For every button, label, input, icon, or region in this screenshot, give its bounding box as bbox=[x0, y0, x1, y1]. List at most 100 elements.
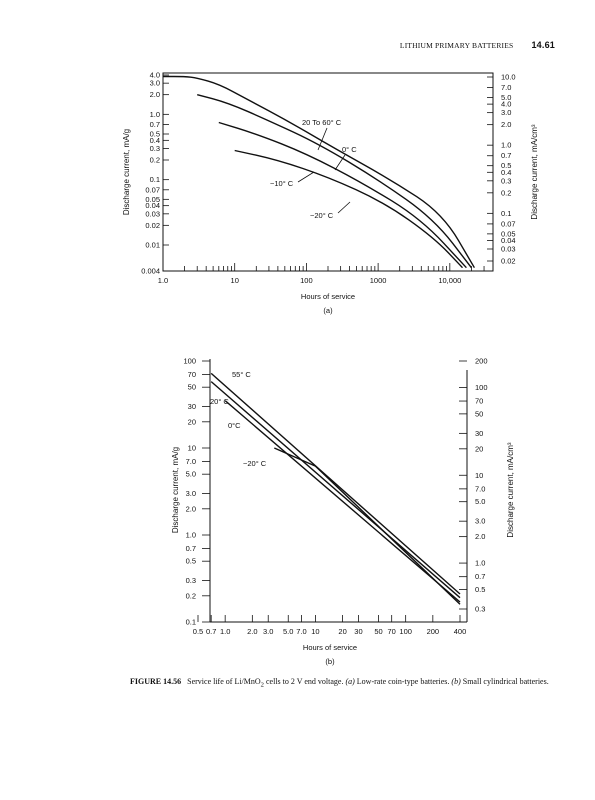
chart-b-xlabel: Hours of service bbox=[303, 643, 357, 652]
chart-a-arrow-m10 bbox=[297, 171, 315, 183]
chart-a: 4.03.02.01.00.70.50.40.30.20.10.070.050.… bbox=[122, 71, 539, 316]
chart-b-ylabel: Discharge current, mA/g bbox=[171, 447, 180, 533]
chart-a-ytick-label: 0.01 bbox=[145, 241, 160, 250]
chart-b-ytick-label: 100 bbox=[183, 357, 196, 366]
chart-b-xtick-label: 7.0 bbox=[296, 627, 306, 636]
chart-a-ytick-right-label: 7.0 bbox=[501, 83, 511, 92]
chart-a-ytick-right-label: 3.0 bbox=[501, 108, 511, 117]
chart-b-xtick-label: 3.0 bbox=[263, 627, 273, 636]
chart-a-ytick-right-label: 0.04 bbox=[501, 236, 516, 245]
chart-b-xtick-label: 30 bbox=[354, 627, 362, 636]
chart-b-ytick-label: 0.2 bbox=[186, 591, 196, 600]
chart-a-ytick-label: 0.4 bbox=[150, 136, 160, 145]
chart-b-right-axis: 200 100 70 50 30 20 10 7.0 5.0 3.0 2.0 1.0 0.7 0.5 0.3 bbox=[459, 357, 488, 614]
chart-a-ytick-label: 0.7 bbox=[150, 120, 160, 129]
chart-a-xlabel: Hours of service bbox=[301, 292, 355, 301]
chart-a-ytick-right-label: 0.5 bbox=[501, 161, 511, 170]
chart-b-xtick-label: 1.0 bbox=[220, 627, 230, 636]
chart-b-ytick-right-label: 50 bbox=[475, 409, 483, 418]
chart-b-series-line-0 bbox=[210, 372, 461, 595]
chart-b-label-20: 20° C bbox=[210, 397, 229, 406]
chart-a-ytick-label: 0.2 bbox=[150, 156, 160, 165]
chart-b-ytick-label: 20 bbox=[188, 417, 196, 426]
chart-b-series-line-2 bbox=[224, 400, 461, 603]
chart-b-ytick-right-label: 0.5 bbox=[475, 585, 485, 594]
chart-a-ytick-label: 0.03 bbox=[145, 209, 160, 218]
chart-a-ytick-right-label: 0.3 bbox=[501, 176, 511, 185]
chart-b-xtick-label: 2.0 bbox=[247, 627, 257, 636]
chart-b-left-axis: 100 70 50 30 20 10 7.0 5.0 3.0 2.0 1.0 0.7 0.5 0.3 0.2… bbox=[183, 357, 210, 627]
chart-a-xtick-label: 10 bbox=[231, 276, 239, 285]
chart-b-ytick-label: 0.5 bbox=[186, 557, 196, 566]
chart-a-arrow-0 bbox=[334, 154, 346, 171]
chart-a-label-m20: −20° C bbox=[310, 211, 334, 220]
chart-b-xtick-label: 400 bbox=[454, 627, 467, 636]
chart-b-xtick-label: 0.7 bbox=[206, 627, 216, 636]
chart-a-arrow-20-60 bbox=[317, 127, 328, 151]
chart-b-xtick-label: 10 bbox=[311, 627, 319, 636]
chart-a-ytick-label: 0.004 bbox=[141, 267, 160, 276]
chart-a-ytick-right-label: 2.0 bbox=[501, 120, 511, 129]
chart-b-ytick-right-label: 3.0 bbox=[475, 517, 485, 526]
chart-a-ytick-label: 0.1 bbox=[150, 175, 160, 184]
running-title: LITHIUM PRIMARY BATTERIES bbox=[399, 41, 514, 50]
chart-a-ytick-right-label: 5.0 bbox=[501, 93, 511, 102]
chart-a-ytick-right-label: 0.03 bbox=[501, 244, 516, 253]
chart-a-panel-label: (a) bbox=[323, 306, 333, 315]
chart-a-xtick-label: 10,000 bbox=[438, 276, 461, 285]
chart-b-label-55: 55° C bbox=[232, 370, 251, 379]
caption-b-text: Small cylindrical batteries. bbox=[460, 677, 549, 686]
chart-a-ytick-right-label: 0.7 bbox=[501, 151, 511, 160]
chart-b-ytick-label: 50 bbox=[188, 383, 196, 392]
chart-b-ytick-right-label: 7.0 bbox=[475, 484, 485, 493]
chart-a-frame bbox=[162, 72, 494, 272]
chart-b-ytick-right-label: 0.3 bbox=[475, 605, 485, 614]
chart-b-ytick-label: 2.0 bbox=[186, 504, 196, 513]
chart-a-ytick-right-label: 0.05 bbox=[501, 229, 516, 238]
chart-a-x-axis: 1.0 10 100 1000 10,000 bbox=[158, 263, 494, 285]
chart-b-ytick-right-label: 2.0 bbox=[475, 532, 485, 541]
chart-a-ylabel: Discharge current, mA/g bbox=[122, 129, 131, 215]
chart-b-ytick-label: 70 bbox=[188, 370, 196, 379]
chart-b-x-axis: 0.5 0.7 1.0 2.0 3.0 5.0 7.0 10 20 30 50 70 100 200 400 bbox=[193, 615, 466, 636]
chart-a-ytick-right-label: 4.0 bbox=[501, 100, 511, 109]
chart-b-ytick-right-label: 70 bbox=[475, 397, 483, 406]
chart-b-ylabel-right: Discharge current, mA/cm³ bbox=[506, 442, 515, 537]
chart-a-ytick-label: 3.0 bbox=[150, 79, 160, 88]
chart-b-ytick-right-label: 100 bbox=[475, 383, 488, 392]
chart-b-ytick-label: 1.0 bbox=[186, 531, 196, 540]
chart-a-ytick-label: 0.07 bbox=[145, 185, 160, 194]
chart-b-ytick-right-label: 30 bbox=[475, 429, 483, 438]
chart-a-xtick-label: 1.0 bbox=[158, 276, 168, 285]
chart-b-xtick-label: 5.0 bbox=[283, 627, 293, 636]
chart-a-ytick-right-label: 10.0 bbox=[501, 73, 516, 82]
caption-a-label: (a) bbox=[345, 677, 355, 686]
chart-a-xtick-label: 100 bbox=[300, 276, 313, 285]
chart-b-ytick-label: 5.0 bbox=[186, 470, 196, 479]
chart-a-series-line-3 bbox=[234, 149, 464, 269]
chart-a-series-line-1 bbox=[197, 94, 472, 269]
chart-a-arrow-m20 bbox=[337, 201, 351, 214]
chart-a-ytick-right-label: 0.2 bbox=[501, 188, 511, 197]
caption-a-text: Low-rate coin-type batteries. bbox=[354, 677, 452, 686]
chart-a-ytick-label: 0.02 bbox=[145, 221, 160, 230]
chart-a-label-m10: −10° C bbox=[270, 179, 294, 188]
chart-b: 10070503020107.05.03.02.01.00.70.50.30.2… bbox=[171, 357, 515, 667]
chart-b-ytick-label: 3.0 bbox=[186, 489, 196, 498]
caption-subscript: 2 bbox=[260, 681, 264, 689]
chart-b-ytick-right-label: 5.0 bbox=[475, 497, 485, 506]
chart-a-ylabel-right: Discharge current, mA/cm³ bbox=[530, 124, 539, 219]
caption-text-middle: cells to 2 V end voltage. bbox=[264, 677, 346, 686]
chart-a-label-20-60: 20 To 60° C bbox=[302, 118, 342, 127]
page-number: 14.61 bbox=[531, 40, 555, 50]
chart-b-label-m20: −20° C bbox=[243, 459, 267, 468]
chart-b-series bbox=[210, 372, 461, 605]
chart-a-ytick-right-label: 0.1 bbox=[501, 209, 511, 218]
chart-a-series bbox=[163, 75, 476, 269]
caption-text-before: Service life of Li/MnO bbox=[187, 677, 261, 686]
chart-a-ytick-right-label: 0.02 bbox=[501, 257, 516, 266]
running-head: LITHIUM PRIMARY BATTERIES 14.61 bbox=[0, 40, 555, 50]
chart-b-ytick-label: 30 bbox=[188, 402, 196, 411]
chart-b-ytick-right-label: 0.7 bbox=[475, 572, 485, 581]
